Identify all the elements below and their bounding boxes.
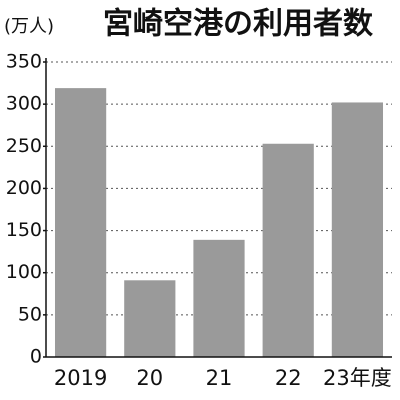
bar xyxy=(54,88,107,357)
y-tick-label: 0 xyxy=(30,346,42,368)
y-tick-label: 350 xyxy=(6,51,42,73)
x-tick-label: 22 xyxy=(275,366,302,390)
y-tick-label: 300 xyxy=(6,93,42,115)
x-tick-label: 2019 xyxy=(54,366,107,390)
bar xyxy=(124,280,176,357)
bar xyxy=(262,143,314,357)
y-tick-label: 100 xyxy=(6,261,42,283)
bar xyxy=(193,239,245,357)
y-tick-label: 150 xyxy=(6,219,42,241)
x-tick-label: 23年度 xyxy=(323,366,392,390)
x-tick-label: 20 xyxy=(136,366,163,390)
y-tick-label: 250 xyxy=(6,135,42,157)
y-tick-label: 50 xyxy=(18,303,42,325)
y-axis-label: (万人) xyxy=(4,16,54,37)
x-tick-label: 21 xyxy=(206,366,233,390)
chart-title: 宮崎空港の利用者数 xyxy=(103,7,374,42)
y-tick-label: 200 xyxy=(6,177,42,199)
bar xyxy=(331,102,384,357)
